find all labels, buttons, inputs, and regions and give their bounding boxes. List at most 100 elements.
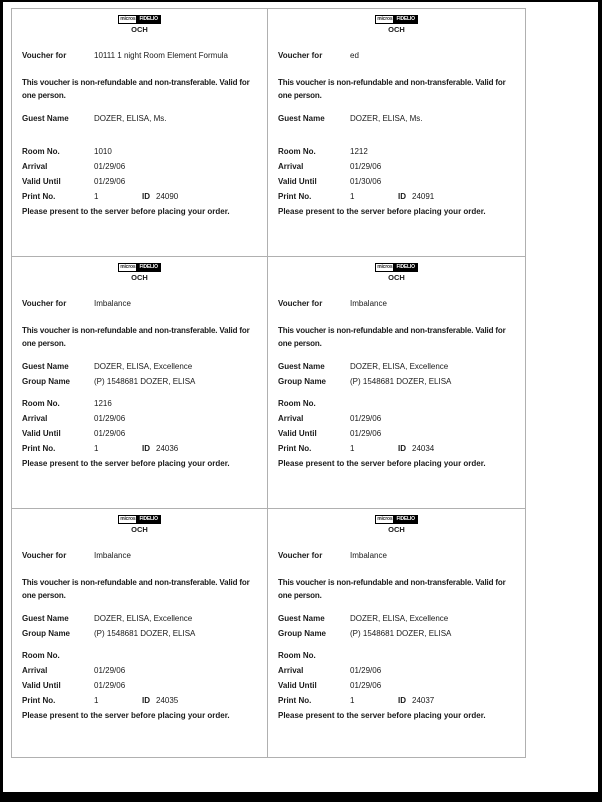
id-value: 24035: [156, 696, 179, 706]
voucher-for-label: Voucher for: [22, 299, 67, 309]
micros-logo-text: micros: [118, 15, 138, 25]
guest-name-value: DOZER, ELISA, Excellence: [350, 614, 449, 624]
id-value: 24036: [156, 444, 179, 454]
micros-fidelio-logo: micros FIDELIO: [22, 263, 257, 273]
arrival-value: 01/29/06: [94, 666, 126, 676]
guest-name-value: DOZER, ELISA, Excellence: [94, 362, 193, 372]
arrival-value: 01/29/06: [94, 414, 126, 424]
id-label: ID: [142, 192, 150, 202]
fidelio-logo-text: FIDELIO: [137, 15, 161, 25]
voucher-for-value: Imbalance: [350, 551, 387, 561]
fidelio-logo-text: FIDELIO: [137, 515, 161, 525]
print-no-label: Print No.: [278, 444, 312, 454]
id-value: 24034: [412, 444, 435, 454]
voucher-for-value: Imbalance: [94, 299, 131, 309]
guest-name-label: Guest Name: [278, 614, 325, 624]
micros-logo-text: micros: [375, 15, 395, 25]
valid-until-value: 01/29/06: [94, 681, 126, 691]
group-name-label: Group Name: [278, 629, 327, 639]
print-no-value: 1: [94, 444, 99, 454]
id-value: 24090: [156, 192, 179, 202]
valid-until-value: 01/30/06: [350, 177, 382, 187]
print-no-value: 1: [350, 444, 355, 454]
voucher-card: micros FIDELIO OCH Voucher for Imbalance …: [268, 509, 526, 758]
micros-fidelio-logo: micros FIDELIO: [278, 263, 515, 273]
print-no-label: Print No.: [22, 444, 56, 454]
present-to-server-note: Please present to the server before plac…: [278, 459, 486, 469]
room-no-label: Room No.: [22, 147, 60, 157]
guest-name-label: Guest Name: [22, 614, 69, 624]
valid-until-value: 01/29/06: [350, 681, 382, 691]
arrival-label: Arrival: [278, 666, 304, 676]
room-no-label: Room No.: [22, 651, 60, 661]
id-label: ID: [142, 444, 150, 454]
guest-name-label: Guest Name: [278, 114, 325, 124]
valid-until-label: Valid Until: [278, 429, 317, 439]
valid-until-label: Valid Until: [278, 681, 317, 691]
micros-logo-text: micros: [118, 515, 138, 525]
room-no-label: Room No.: [278, 147, 316, 157]
fidelio-logo-text: FIDELIO: [394, 515, 418, 525]
micros-logo-text: micros: [118, 263, 138, 273]
print-no-value: 1: [350, 192, 355, 202]
micros-logo-text: micros: [375, 515, 395, 525]
id-label: ID: [398, 192, 406, 202]
arrival-label: Arrival: [22, 666, 48, 676]
group-name-value: (P) 1548681 DOZER, ELISA: [350, 377, 452, 387]
print-no-label: Print No.: [278, 696, 312, 706]
guest-name-value: DOZER, ELISA, Ms.: [350, 114, 423, 124]
present-to-server-note: Please present to the server before plac…: [278, 207, 486, 217]
voucher-for-label: Voucher for: [278, 551, 323, 561]
property-code: OCH: [131, 273, 148, 283]
present-to-server-note: Please present to the server before plac…: [22, 207, 230, 217]
disclaimer-text: This voucher is non-refundable and non-t…: [278, 578, 506, 601]
disclaimer-text: This voucher is non-refundable and non-t…: [22, 78, 250, 101]
property-code: OCH: [388, 273, 405, 283]
valid-until-label: Valid Until: [22, 429, 61, 439]
property-code: OCH: [388, 25, 405, 35]
voucher-for-value: Imbalance: [350, 299, 387, 309]
disclaimer-text: This voucher is non-refundable and non-t…: [278, 78, 506, 101]
room-no-value: [350, 648, 515, 663]
valid-until-value: 01/29/06: [94, 177, 126, 187]
voucher-card: micros FIDELIO OCH Voucher for Imbalance …: [268, 257, 526, 509]
valid-until-label: Valid Until: [22, 177, 61, 187]
arrival-label: Arrival: [22, 162, 48, 172]
voucher-for-value: 10111 1 night Room Element Formula: [94, 51, 228, 61]
group-name-value: (P) 1548681 DOZER, ELISA: [350, 629, 452, 639]
voucher-for-value: ed: [350, 51, 359, 61]
voucher-for-label: Voucher for: [278, 299, 323, 309]
micros-fidelio-logo: micros FIDELIO: [278, 15, 515, 25]
fidelio-logo-text: FIDELIO: [137, 263, 161, 273]
voucher-for-label: Voucher for: [22, 551, 67, 561]
id-label: ID: [398, 444, 406, 454]
voucher-for-value: Imbalance: [94, 551, 131, 561]
property-code: OCH: [131, 25, 148, 35]
room-no-label: Room No.: [278, 399, 316, 409]
valid-until-label: Valid Until: [278, 177, 317, 187]
room-no-label: Room No.: [278, 651, 316, 661]
voucher-grid: micros FIDELIO OCH Voucher for 10111 1 ni…: [11, 8, 526, 758]
print-no-value: 1: [94, 696, 99, 706]
room-no-value: [94, 648, 257, 663]
group-name-value: (P) 1548681 DOZER, ELISA: [94, 377, 196, 387]
guest-name-value: DOZER, ELISA, Excellence: [350, 362, 449, 372]
voucher-card: micros FIDELIO OCH Voucher for Imbalance …: [12, 257, 268, 509]
room-no-value: [350, 396, 515, 411]
id-value: 24037: [412, 696, 435, 706]
present-to-server-note: Please present to the server before plac…: [22, 711, 230, 721]
room-no-label: Room No.: [22, 399, 60, 409]
property-code: OCH: [131, 525, 148, 535]
micros-fidelio-logo: micros FIDELIO: [22, 15, 257, 25]
valid-until-value: 01/29/06: [94, 429, 126, 439]
present-to-server-note: Please present to the server before plac…: [278, 711, 486, 721]
room-no-value: 1216: [94, 399, 112, 409]
arrival-value: 01/29/06: [350, 414, 382, 424]
group-name-label: Group Name: [22, 629, 71, 639]
guest-name-label: Guest Name: [22, 114, 69, 124]
group-name-label: Group Name: [278, 377, 327, 387]
arrival-value: 01/29/06: [350, 666, 382, 676]
arrival-label: Arrival: [278, 414, 304, 424]
disclaimer-text: This voucher is non-refundable and non-t…: [22, 578, 250, 601]
